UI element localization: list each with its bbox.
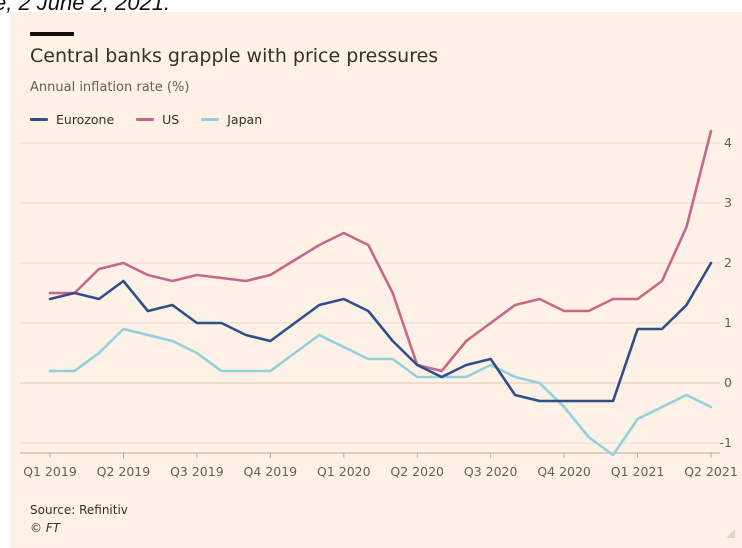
- caption-fragment: e, 2 June 2, 2021.: [0, 0, 171, 15]
- legend-label-japan: Japan: [227, 112, 263, 127]
- legend-swatch-us: [136, 118, 155, 121]
- x-tick-label: Q1 2019: [23, 464, 77, 479]
- legend-label-eurozone: Eurozone: [56, 112, 115, 127]
- series-line-eurozone: [48, 261, 713, 403]
- y-tick-label: 4: [724, 135, 732, 150]
- chart-legend: Eurozone US Japan: [30, 112, 284, 127]
- x-tick-label: Q2 2021: [684, 464, 738, 479]
- x-tick-label: Q4 2019: [244, 464, 298, 479]
- legend-item-japan: Japan: [201, 112, 262, 127]
- y-tick-label: 0: [724, 375, 732, 390]
- legend-item-us: US: [136, 112, 179, 127]
- resize-handle: [726, 529, 735, 538]
- legend-swatch-eurozone: [30, 118, 48, 121]
- chart-card: Central banks grapple with price pressur…: [10, 12, 742, 548]
- y-tick-label: 1: [724, 315, 732, 330]
- source-note: Source: Refinitiv: [30, 503, 128, 517]
- x-tick-label: Q4 2020: [537, 464, 591, 479]
- x-tick-label: Q1 2021: [611, 464, 665, 479]
- line-chart: -1 0 1 2 3 4 Q1 2019 Q2 2019 Q3 2019 Q4 2019 Q1 20…: [20, 129, 738, 479]
- y-tick-label: -1: [720, 435, 732, 450]
- series-line-japan: [48, 327, 713, 457]
- x-tick-label: Q3 2020: [464, 464, 518, 479]
- legend-label-us: US: [162, 112, 180, 127]
- series-line-us: [48, 129, 713, 373]
- x-tick-label: Q3 2019: [170, 464, 224, 479]
- y-tick-label: 3: [724, 195, 732, 210]
- y-tick-label: 2: [724, 255, 732, 270]
- legend-swatch-japan: [201, 118, 220, 121]
- chart-title: Central banks grapple with price pressur…: [30, 45, 439, 67]
- copyright-note: © FT: [30, 521, 61, 535]
- chart-subtitle: Annual inflation rate (%): [30, 80, 190, 95]
- x-tick-label: Q2 2020: [390, 464, 444, 479]
- title-accent-bar: [30, 32, 74, 36]
- x-tick-label: Q2 2019: [97, 464, 151, 479]
- x-tick-label: Q1 2020: [317, 464, 371, 479]
- legend-item-eurozone: Eurozone: [30, 112, 114, 127]
